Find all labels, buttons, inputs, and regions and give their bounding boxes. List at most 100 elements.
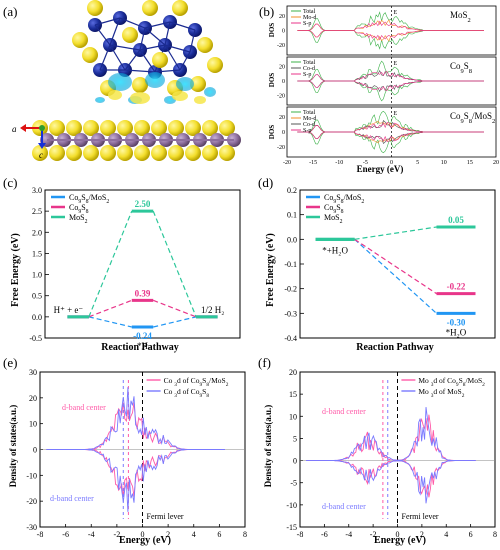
fermi-label: E (394, 111, 398, 117)
tick-label: 20 (493, 160, 499, 166)
dos-curve (297, 20, 484, 31)
legend-label: Co-d (303, 66, 315, 72)
panel-f-ylabel: Density of states(a.u.) (263, 405, 273, 488)
tick-label: 2 (166, 530, 170, 539)
state-label: *+H₂O (322, 245, 348, 255)
s-atom (168, 145, 184, 161)
legend-label: Mo-d (303, 15, 316, 21)
panel-a: (a) a c (3, 0, 241, 161)
tick-label: -2 (370, 530, 377, 539)
s-atom (49, 120, 65, 136)
tick-label: 8 (243, 530, 247, 539)
tick-label: -20 (26, 497, 37, 506)
tick-label: 20 (279, 115, 285, 121)
d-band-annotation: d-band center (62, 403, 106, 412)
s-atom (100, 120, 116, 136)
tick-label: 6 (217, 530, 221, 539)
tick-label: 10 (441, 160, 447, 166)
connector (88, 210, 133, 318)
tick-label: 8 (493, 530, 497, 539)
tick-label: -8 (297, 530, 304, 539)
panel-d-ylabel: Free Energy (eV) (265, 233, 276, 307)
tick-label: 30 (29, 368, 37, 377)
bond (119, 17, 146, 29)
s-atom (142, 0, 158, 16)
tick-label: -15 (286, 523, 297, 532)
s-atom (152, 52, 168, 68)
bond (99, 44, 111, 71)
axis-a-label: a (12, 124, 17, 134)
tick-label: 0.2 (287, 186, 297, 195)
panel-c-letter: (c) (3, 175, 17, 190)
legend-label: S-p (303, 21, 311, 27)
bond (169, 21, 196, 31)
s-atom (66, 120, 82, 136)
bond (144, 21, 171, 29)
pdos-curve (46, 449, 225, 497)
dos-curve (297, 131, 484, 145)
bond (144, 27, 166, 46)
dos-curve (297, 131, 484, 154)
panel-c: (c) -0.5 0.0 0.5 1.0 1.5 2.0 2.5 3.0 -0.24 0.39 2.… (3, 175, 241, 353)
panel-d: (d) -0.4 -0.3 -0.2 -0.1 0.0 0.1 0.2 -0.30 -0.22 0… (258, 175, 496, 353)
bond (94, 17, 121, 26)
connector (354, 226, 437, 240)
panel-f-letter: (f) (258, 355, 271, 370)
axis-c-label: c (39, 150, 43, 160)
tick-label: -30 (26, 523, 37, 532)
d-band-annotation: d-band center (322, 407, 366, 416)
connector (354, 238, 437, 295)
bond (124, 69, 156, 73)
tick-label: 15 (289, 390, 297, 399)
connector (153, 316, 197, 328)
charge-density-blob (108, 90, 122, 100)
bond (189, 29, 196, 53)
legend-label: Co9S8/MoS2 (69, 193, 109, 205)
connector (152, 210, 197, 318)
bond (124, 49, 141, 71)
s-atom (185, 145, 201, 161)
legend-label: Co-d (303, 122, 315, 128)
tick-label: 20 (279, 14, 285, 20)
panel-d-xlabel: Reaction Pathway (356, 342, 434, 353)
value-label: -0.30 (447, 317, 466, 327)
value-label: 2.50 (135, 199, 151, 209)
bond (164, 44, 191, 53)
state-label: H⁺ + e⁻ (54, 305, 84, 315)
state-label: *H (137, 341, 149, 351)
legend-label: Co9S8/MoS2 (324, 193, 364, 205)
tick-label: -20 (277, 145, 285, 151)
panel-f: (f) -8 -6 -4 -2 0 2 4 6 8 -15 -10 -5 0 5 10 15 20 Mo 3d o… (258, 355, 497, 546)
tick-label: -15 (309, 160, 317, 166)
dos-curve (297, 30, 484, 42)
s-atom (66, 145, 82, 161)
tick-label: 0 (390, 160, 393, 166)
tick-label: 10 (289, 412, 297, 421)
s-atom (134, 145, 150, 161)
s-atom (172, 0, 188, 16)
dos-curve (297, 80, 484, 102)
tick-label: -20 (277, 93, 285, 99)
s-atom (72, 32, 88, 48)
tick-label: 4 (444, 530, 448, 539)
tick-label: 2.5 (32, 207, 42, 216)
tick-label: 1.5 (32, 249, 42, 258)
tick-label: -0.4 (284, 334, 297, 343)
connector (153, 299, 197, 318)
tick-label: 3.0 (32, 186, 42, 195)
dos-subplot-title: MoS2 (450, 10, 471, 24)
pdos-curve (306, 460, 476, 504)
tick-label: -5 (363, 160, 368, 166)
tick-label: 0 (141, 530, 145, 539)
charge-density-blob (130, 92, 150, 104)
dos-ylabel: DOS (268, 73, 276, 88)
s-atom (202, 145, 218, 161)
tick-label: 6 (469, 530, 473, 539)
tick-label: 2.0 (32, 228, 42, 237)
dos-ylabel: DOS (268, 125, 276, 140)
legend-label: Total (303, 110, 316, 116)
connector (88, 316, 132, 328)
s-atom (190, 76, 206, 92)
legend-label: Mo 3d of MoS2 (418, 387, 464, 399)
